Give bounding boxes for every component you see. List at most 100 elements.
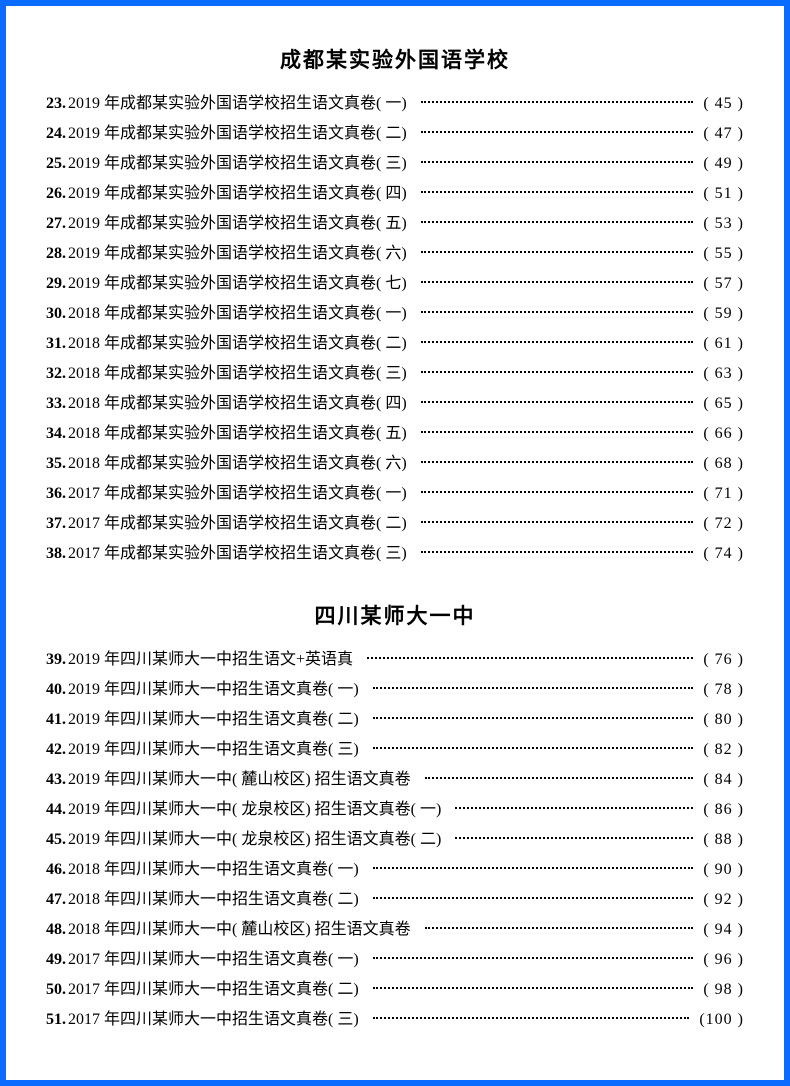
toc-entry: 48.2018 年四川某师大一中( 麓山校区) 招生语文真卷( 94 ) [46,922,744,938]
entry-page: ( 86 ) [703,802,744,818]
entry-title: 2017 年四川某师大一中招生语文真卷( 二) [68,982,359,998]
toc-entry: 25.2019 年成都某实验外国语学校招生语文真卷( 三)( 49 ) [46,156,744,172]
entry-number: 50. [46,982,66,998]
toc-entry: 42.2019 年四川某师大一中招生语文真卷( 三) ( 82 ) [46,742,744,758]
entry-number: 31. [46,336,66,352]
toc-entry: 44.2019 年四川某师大一中( 龙泉校区) 招生语文真卷( 一) ( 86 ) [46,802,744,818]
dot-leader [421,521,694,523]
dot-leader [373,867,694,869]
entry-page: ( 82 ) [703,742,744,758]
entry-page: ( 90 ) [703,862,744,878]
entry-title: 2019 年四川某师大一中( 龙泉校区) 招生语文真卷( 一) [68,802,441,818]
toc-entry: 49.2017 年四川某师大一中招生语文真卷( 一) ( 96 ) [46,952,744,968]
toc-entry: 41.2019 年四川某师大一中招生语文真卷( 二)( 80 ) [46,712,744,728]
dot-leader [421,221,694,223]
dot-leader [455,807,693,809]
dot-leader [421,401,694,403]
toc-entry: 33.2018 年成都某实验外国语学校招生语文真卷( 四)( 65 ) [46,396,744,412]
entry-page: ( 61 ) [703,336,744,352]
entry-page: ( 76 ) [703,652,744,668]
entry-page: ( 57 ) [703,276,744,292]
entry-title: 2018 年成都某实验外国语学校招生语文真卷( 四) [68,396,407,412]
dot-leader [373,747,694,749]
entry-number: 39. [46,652,66,668]
section-heading: 四川某师大一中 [46,600,744,630]
toc-entry: 43.2019 年四川某师大一中( 麓山校区) 招生语文真卷( 84 ) [46,772,744,788]
toc-entry: 36.2017 年成都某实验外国语学校招生语文真卷( 一)( 71 ) [46,486,744,502]
entry-page: ( 71 ) [703,486,744,502]
entry-number: 37. [46,516,66,532]
entry-number: 49. [46,952,66,968]
dot-leader [421,251,694,253]
entry-number: 23. [46,96,66,112]
entry-title: 2019 年成都某实验外国语学校招生语文真卷( 六) [68,246,407,262]
dot-leader [373,957,694,959]
entry-number: 30. [46,306,66,322]
entry-number: 35. [46,456,66,472]
entry-number: 26. [46,186,66,202]
toc-entry: 23.2019 年成都某实验外国语学校招生语文真卷( 一) ( 45 ) [46,96,744,112]
entry-title: 2017 年四川某师大一中招生语文真卷( 一) [68,952,359,968]
entry-title: 2019 年四川某师大一中招生语文真卷( 三) [68,742,359,758]
entry-title: 2017 年成都某实验外国语学校招生语文真卷( 三) [68,546,407,562]
entry-page: ( 88 ) [703,832,744,848]
entry-number: 48. [46,922,66,938]
entry-number: 46. [46,862,66,878]
entry-number: 25. [46,156,66,172]
toc-entry: 28.2019 年成都某实验外国语学校招生语文真卷( 六)( 55 ) [46,246,744,262]
dot-leader [421,101,694,103]
entry-title: 2019 年成都某实验外国语学校招生语文真卷( 一) [68,96,407,112]
entry-title: 2017 年成都某实验外国语学校招生语文真卷( 一) [68,486,407,502]
entry-number: 47. [46,892,66,908]
entry-page: ( 47 ) [703,126,744,142]
entry-number: 45. [46,832,66,848]
entry-page: ( 55 ) [703,246,744,262]
dot-leader [421,491,694,493]
entry-page: ( 96 ) [703,952,744,968]
entry-number: 38. [46,546,66,562]
entry-page: ( 84 ) [703,772,744,788]
entry-title: 2019 年成都某实验外国语学校招生语文真卷( 七) [68,276,407,292]
section-gap [46,576,744,586]
entry-number: 42. [46,742,66,758]
dot-leader [421,281,694,283]
entry-title: 2019 年四川某师大一中招生语文+英语真 [68,652,353,668]
entry-title: 2018 年成都某实验外国语学校招生语文真卷( 一) [68,306,407,322]
entry-title: 2018 年成都某实验外国语学校招生语文真卷( 三) [68,366,407,382]
dot-leader [455,837,693,839]
dot-leader [421,551,694,553]
toc-entry: 50.2017 年四川某师大一中招生语文真卷( 二)( 98 ) [46,982,744,998]
dot-leader [421,341,694,343]
dot-leader [373,987,694,989]
entry-page: ( 49 ) [703,156,744,172]
entry-page: ( 66 ) [703,426,744,442]
toc-entry: 35.2018 年成都某实验外国语学校招生语文真卷( 六)( 68 ) [46,456,744,472]
dot-leader [425,927,694,929]
toc-entry: 31.2018 年成都某实验外国语学校招生语文真卷( 二)( 61 ) [46,336,744,352]
entry-page: ( 68 ) [703,456,744,472]
entry-title: 2018 年成都某实验外国语学校招生语文真卷( 五) [68,426,407,442]
dot-leader [421,461,694,463]
entry-number: 51. [46,1012,66,1028]
toc-entry: 46.2018 年四川某师大一中招生语文真卷( 一)( 90 ) [46,862,744,878]
entry-number: 34. [46,426,66,442]
entry-page: ( 59 ) [703,306,744,322]
entry-title: 2019 年成都某实验外国语学校招生语文真卷( 四) [68,186,407,202]
dot-leader [373,687,694,689]
dot-leader [421,131,694,133]
dot-leader [373,1017,690,1019]
toc-entry: 38.2017 年成都某实验外国语学校招生语文真卷( 三)( 74 ) [46,546,744,562]
toc-entry: 34.2018 年成都某实验外国语学校招生语文真卷( 五) ( 66 ) [46,426,744,442]
entry-title: 2017 年成都某实验外国语学校招生语文真卷( 二) [68,516,407,532]
entry-number: 44. [46,802,66,818]
entry-page: ( 78 ) [703,682,744,698]
toc-root: 成都某实验外国语学校23.2019 年成都某实验外国语学校招生语文真卷( 一)(… [46,44,744,1028]
toc-entry: 26.2019 年成都某实验外国语学校招生语文真卷( 四)( 51 ) [46,186,744,202]
entry-page: ( 53 ) [703,216,744,232]
entry-title: 2018 年四川某师大一中招生语文真卷( 二) [68,892,359,908]
entry-number: 33. [46,396,66,412]
entry-page: ( 45 ) [703,96,744,112]
toc-entry: 37.2017 年成都某实验外国语学校招生语文真卷( 二)( 72 ) [46,516,744,532]
entry-title: 2019 年成都某实验外国语学校招生语文真卷( 二) [68,126,407,142]
dot-leader [421,311,694,313]
